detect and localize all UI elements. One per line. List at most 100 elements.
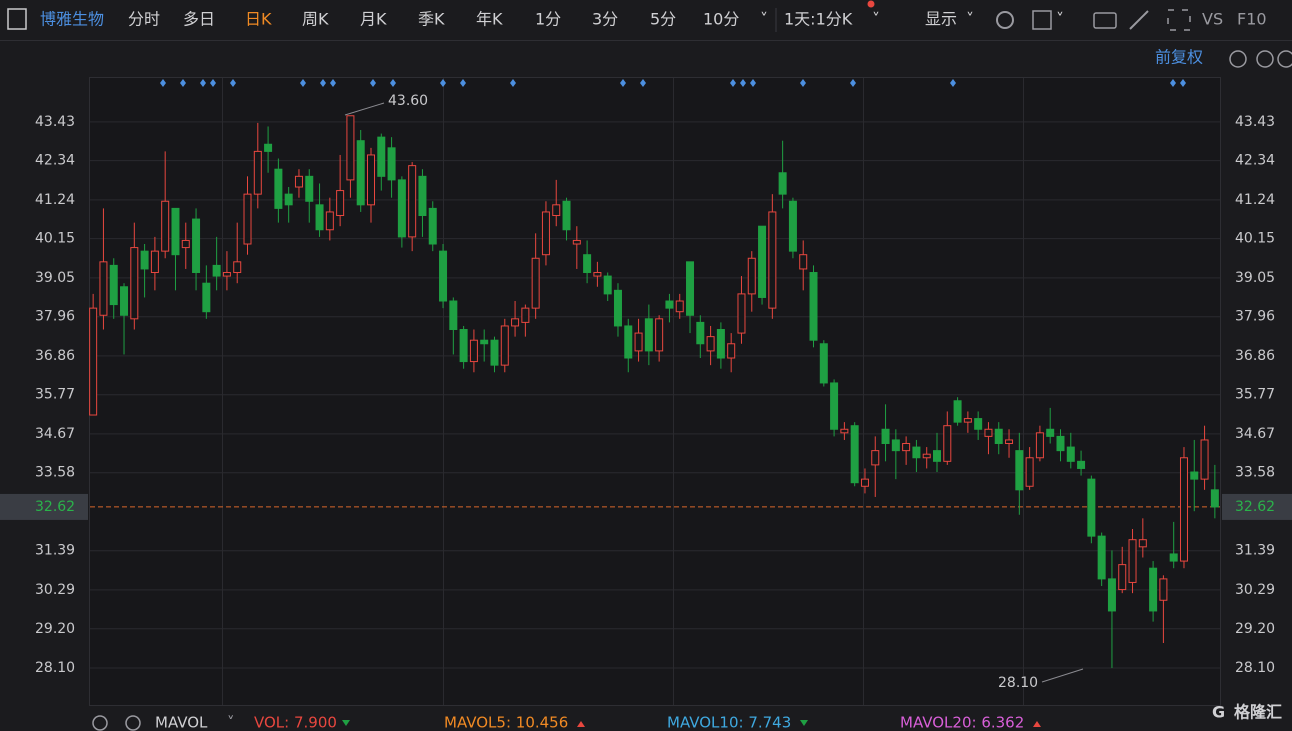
close-icon[interactable] [125, 715, 141, 731]
candle-body [716, 329, 725, 359]
zoom-in-icon[interactable] [1277, 50, 1292, 68]
period-select[interactable]: 1天:1分K [784, 10, 853, 29]
fullscreen-icon[interactable] [1167, 9, 1191, 31]
candle-body [1087, 478, 1096, 537]
more-arrow[interactable]: ˅ [760, 10, 768, 29]
grid: 43.43 43.43 42.34 42.34 41.24 41.24 40.15 40.15… [0, 114, 1292, 676]
candle-body [613, 289, 622, 327]
tab[interactable]: 分时 [128, 10, 160, 29]
candle-body [243, 193, 252, 245]
settings-icon[interactable] [996, 11, 1014, 29]
candle-body [130, 247, 139, 320]
candle-body [1159, 578, 1168, 601]
low-leader [1041, 668, 1084, 683]
candle-body [1066, 446, 1075, 462]
candle-body [881, 428, 890, 445]
draw-icon[interactable] [1129, 10, 1149, 30]
candle-body [500, 325, 509, 366]
event-marker [1170, 79, 1176, 87]
event-marker [1180, 79, 1186, 87]
event-marker [510, 79, 516, 87]
event-marker [730, 79, 736, 87]
event-marker [370, 79, 376, 87]
candle-body [387, 147, 396, 181]
candle-body [1015, 450, 1024, 491]
candle-body [89, 307, 98, 416]
candle-body [171, 207, 180, 256]
y-tick-label-left: 34.67 [35, 426, 75, 442]
candle-body [202, 282, 211, 313]
candle-body [439, 250, 448, 302]
tab[interactable]: 年K [476, 10, 503, 29]
color-icon[interactable] [1032, 10, 1052, 30]
period-arrow[interactable]: ˅ [872, 10, 880, 29]
candle-body [294, 175, 303, 188]
display-arrow[interactable]: ˅ [966, 10, 974, 29]
price-tag-bg [1222, 493, 1292, 520]
current-price-left: 32.62 [35, 499, 75, 515]
candle-body [830, 382, 839, 430]
candle-body [634, 332, 643, 352]
undo-icon[interactable] [1229, 50, 1247, 68]
camera-icon[interactable] [1093, 12, 1117, 29]
tab[interactable]: 10分 [703, 10, 739, 29]
vs-button[interactable]: VS [1202, 10, 1223, 29]
f10-button[interactable]: F10 [1237, 10, 1267, 29]
candle-body [778, 172, 787, 195]
indicator-name[interactable]: MAVOL [155, 714, 208, 731]
candle-body [840, 428, 849, 434]
tab[interactable]: 5分 [650, 10, 676, 29]
y-tick-label-right: 35.77 [1235, 387, 1275, 403]
candle-body [747, 257, 756, 295]
event-marker [330, 79, 336, 87]
candle-body [541, 211, 550, 256]
zoom-out-icon[interactable] [1256, 50, 1274, 68]
event-marker [440, 79, 446, 87]
y-tick-label-right: 34.67 [1235, 426, 1275, 442]
color-arrow[interactable]: ˅ [1056, 10, 1064, 29]
candle-body [521, 307, 530, 323]
tab[interactable]: 日K [245, 10, 272, 29]
candle-body [593, 272, 602, 277]
vertical-grid [222, 78, 1024, 705]
candle-body [562, 200, 571, 231]
candle-body [984, 428, 993, 437]
tab[interactable]: 3分 [592, 10, 618, 29]
candle-body [408, 165, 417, 238]
adjust-button[interactable]: 前复权 [1155, 48, 1203, 67]
candle-body [1138, 539, 1147, 548]
candle-body [943, 425, 952, 462]
candle-body [737, 293, 746, 334]
candle-body [675, 300, 684, 313]
menu-icon[interactable] [7, 8, 27, 30]
candle-body [1179, 457, 1188, 562]
candle-body [1077, 460, 1086, 469]
candle-body [511, 318, 520, 327]
stock-name[interactable]: 博雅生物 [40, 10, 104, 29]
display-button[interactable]: 显示 [925, 10, 957, 29]
indicator-arrow[interactable]: ˅ [227, 714, 235, 731]
event-marker [320, 79, 326, 87]
tab[interactable]: 月K [360, 10, 387, 29]
down-arrow [342, 720, 350, 726]
tab[interactable]: 周K [302, 10, 329, 29]
y-tick-label-left: 42.34 [35, 153, 75, 169]
y-tick-label-right: 31.39 [1235, 543, 1275, 559]
candle-body [367, 154, 375, 206]
tab[interactable]: 季K [418, 10, 445, 29]
candle-body [459, 329, 468, 363]
candle-body [922, 453, 931, 459]
event-marker [850, 79, 856, 87]
tab[interactable]: 多日 [183, 10, 215, 29]
tab[interactable]: 1分 [535, 10, 561, 29]
candle-body [284, 193, 293, 206]
candle-body [315, 204, 324, 231]
candle-body [336, 190, 345, 217]
event-marker [180, 79, 186, 87]
settings-icon[interactable] [92, 715, 108, 731]
candle-body [490, 339, 499, 366]
current-price-right: 32.62 [1235, 499, 1275, 515]
candle-body [531, 257, 540, 309]
